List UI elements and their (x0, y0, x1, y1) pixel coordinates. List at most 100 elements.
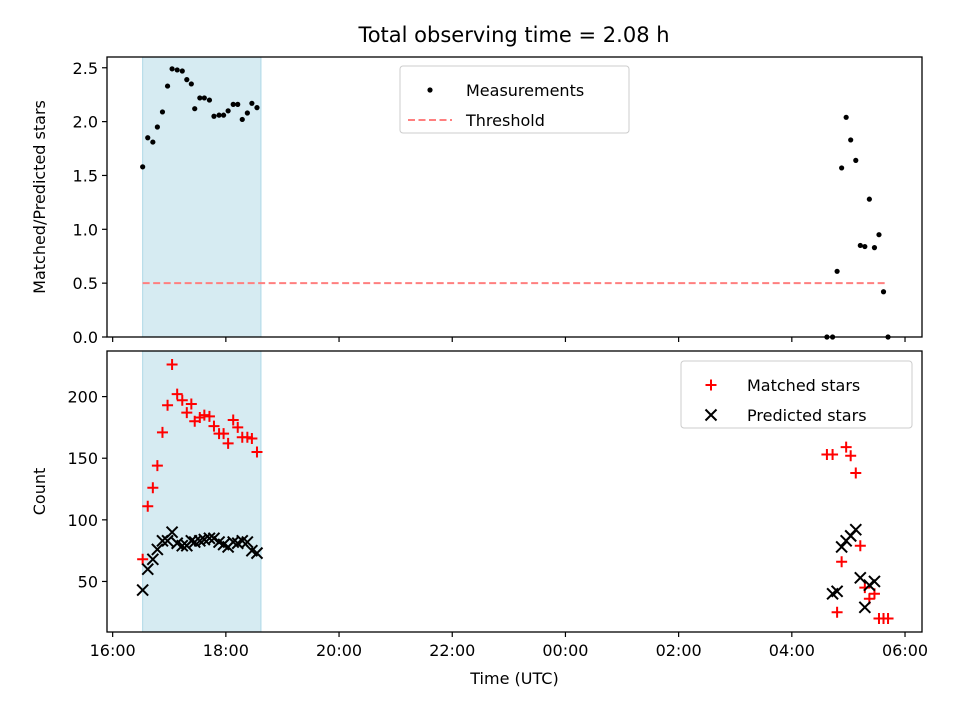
matched-stars-point (218, 428, 230, 440)
legend: Measurements Threshold (399, 65, 630, 134)
matched-stars-point (151, 460, 163, 472)
measurement-point (853, 157, 859, 163)
matched-stars-point (203, 410, 215, 422)
matched-stars-point (185, 398, 197, 410)
chart-title: Total observing time = 2.08 h (357, 23, 669, 47)
y-tick-label: 2.0 (73, 113, 98, 132)
x-tick-label: 06:00 (882, 641, 928, 660)
measurement-point (866, 196, 872, 202)
predicted-stars-point (165, 525, 179, 539)
predicted-stars-point (835, 540, 848, 554)
matched-stars-point (142, 500, 154, 512)
measurement-point (239, 116, 245, 123)
measurement-point (211, 113, 217, 119)
y-tick-label: 150 (67, 449, 98, 468)
y-tick-label: 200 (67, 388, 98, 407)
matched-stars-point (181, 407, 193, 419)
measurement-point (834, 268, 840, 274)
measurement-point (201, 95, 207, 101)
measurement-point (857, 242, 863, 249)
legend-box (680, 360, 913, 429)
matched-stars-point (171, 388, 183, 400)
matched-stars-point (208, 420, 220, 432)
predicted-stars-point (161, 534, 174, 548)
measurement-point (848, 137, 854, 143)
measurement-point (184, 77, 190, 83)
matched-stars-point (251, 446, 263, 458)
measurement-point (154, 124, 160, 130)
measurement-point (140, 164, 146, 170)
y-axis-label: Count (30, 468, 49, 516)
matched-stars-point (859, 582, 871, 594)
predicted-stars-point (830, 585, 844, 598)
measurement-point (159, 109, 166, 115)
measurement-point (235, 101, 241, 107)
x-tick-label: 04:00 (769, 641, 815, 660)
axes-frame (106, 350, 923, 633)
measurement-point (220, 112, 227, 118)
measurement-point (169, 66, 175, 72)
measurement-point (871, 245, 878, 251)
matched-stars-point (227, 414, 239, 426)
predicted-stars-point (151, 543, 164, 556)
axes-frame (106, 56, 923, 338)
matched-stars-point (246, 433, 258, 445)
matched-stars-point (222, 437, 234, 449)
matched-stars-point (162, 399, 174, 411)
x-tick-label: 02:00 (656, 641, 702, 660)
measurement-point (843, 114, 849, 120)
measurement-point (244, 110, 250, 116)
measurement-point (145, 135, 151, 141)
y-tick-label: 0.0 (73, 328, 98, 347)
predicted-stars-point (136, 583, 149, 597)
matched-stars-point (836, 556, 848, 568)
predicted-stars-point (250, 546, 264, 560)
predicted-stars-point (141, 562, 154, 576)
matched-stars-point (850, 467, 862, 479)
matched-stars-point (147, 482, 159, 494)
measurement-point (179, 68, 185, 74)
top-panel: 0.0 0.5 1.0 1.5 2.0 2.5 Matched/Predicted star… (30, 56, 923, 347)
legend-label: Predicted stars (747, 406, 867, 425)
predicted-stars-point (176, 539, 189, 552)
legend-box (399, 65, 630, 134)
measurement-point (216, 112, 222, 118)
predicted-stars-point (203, 532, 216, 545)
observing-span (142, 350, 262, 633)
legend-label: Matched stars (747, 376, 860, 395)
matched-stars-point (827, 449, 839, 461)
predicted-stars-point (241, 535, 254, 549)
measurement-point (197, 95, 203, 101)
observing-span (142, 56, 262, 338)
legend-predicted-handle (704, 408, 718, 422)
x-tick-label: 16:00 (90, 641, 136, 660)
predicted-stars-point (854, 571, 867, 584)
predicted-stars-point (146, 553, 160, 566)
x-tick-label: 20:00 (316, 641, 362, 660)
predicted-stars-point (849, 523, 862, 536)
x-tick-label: 18:00 (203, 641, 249, 660)
matched-stars-point (156, 426, 168, 438)
measurement-point (174, 67, 180, 73)
legend-label: Threshold (465, 111, 545, 130)
legend: Matched stars Predicted stars (680, 360, 913, 429)
measurement-point (862, 243, 868, 250)
matched-stars-point (232, 421, 244, 433)
y-axis-label: Matched/Predicted stars (30, 100, 49, 294)
y-tick-label: 50 (78, 572, 98, 591)
matched-stars-point (854, 540, 866, 552)
x-axis-label: Time (UTC) (469, 669, 558, 688)
measurement-point (206, 97, 213, 103)
measurement-point (880, 289, 887, 295)
y-tick-label: 100 (67, 511, 98, 530)
measurement-point (839, 165, 845, 171)
measurement-point (150, 139, 156, 145)
legend-measurement-handle (427, 87, 433, 93)
matched-stars-point (176, 394, 188, 406)
matched-stars-point (831, 606, 843, 618)
matched-stars-point (882, 612, 894, 624)
y-tick-label: 0.5 (73, 274, 98, 293)
measurement-point (164, 83, 171, 89)
measurement-point (249, 100, 255, 106)
